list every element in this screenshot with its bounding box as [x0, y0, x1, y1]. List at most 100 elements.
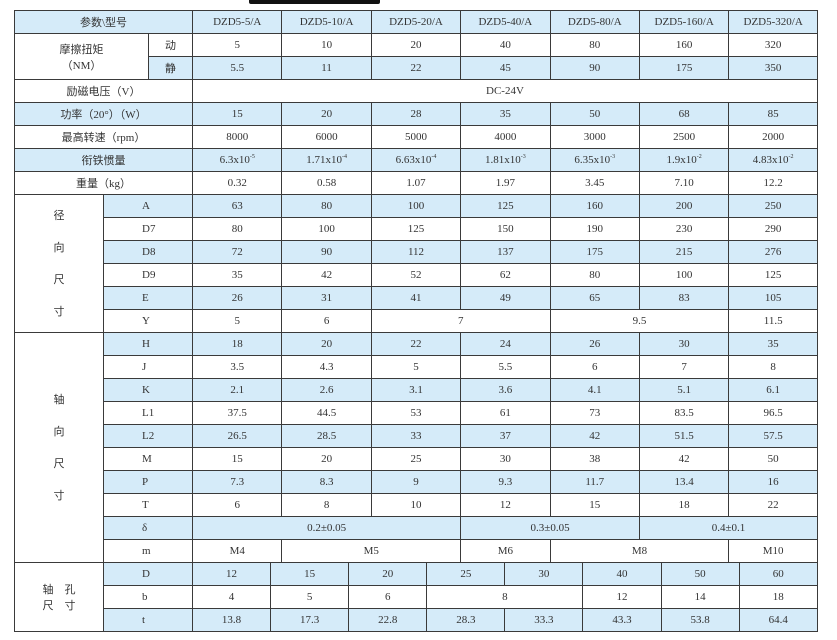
value-cell: 7.10 [638, 171, 730, 195]
value-cell: 50 [549, 102, 640, 126]
spec-table: 参数\型号 DZD5-5/A DZD5-10/A DZD5-20/A DZD5-40/A… [13, 10, 818, 563]
value-cell: 35 [460, 102, 551, 126]
value-cell: 73 [549, 401, 640, 425]
value-cell: 25 [426, 562, 506, 586]
radial-row: Y 5 6 7 9.5 11.5 [15, 309, 818, 333]
value-cell: 13.4 [638, 470, 730, 494]
value-cell: 83 [638, 286, 730, 310]
value-cell: 100 [281, 217, 372, 241]
value-cell: 0.58 [281, 171, 372, 195]
value-cell: 1.9x10-2 [638, 148, 730, 172]
radial-row: 径向尺寸 A 63 80 100 125 160 200 250 [14, 194, 818, 333]
value-cell: 320 [728, 33, 818, 57]
value-cell: 33.3 [504, 608, 584, 632]
value-cell: 26.5 [192, 424, 283, 448]
value-cell: 14 [660, 585, 740, 609]
value-cell: 35 [192, 263, 283, 287]
value-cell: 64.4 [738, 608, 818, 632]
value-cell: 0.32 [192, 171, 283, 195]
friction-dynamic-row: 摩擦扭矩 （NM）动 5 10 20 40 80 160 320 [14, 33, 818, 80]
value-cell: 125 [370, 217, 462, 241]
model-header: DZD5-320/A [728, 10, 818, 34]
value-cell: 105 [728, 286, 818, 310]
value-cell: 18 [738, 585, 818, 609]
value-cell: 12 [191, 562, 272, 586]
model-header: DZD5-160/A [638, 10, 730, 34]
shaft-hole-row: b 4 5 6 8 12 14 18 [15, 585, 818, 609]
value-cell: 7 [638, 355, 730, 379]
value-cell: 4.83x10-2 [728, 148, 818, 172]
value-cell: 0.2±0.05 [192, 516, 462, 540]
value-cell: 0.4±0.1 [638, 516, 818, 540]
value-cell: 290 [728, 217, 818, 241]
value-cell: 125 [728, 263, 818, 287]
axial-row: δ 0.2±0.05 0.3±0.05 0.4±0.1 [15, 516, 818, 540]
value-cell: 12 [582, 585, 662, 609]
value-cell: 22.8 [348, 608, 428, 632]
radial-row: D9 35 42 52 62 80 100 125 [15, 263, 818, 287]
value-cell: 62 [460, 263, 551, 287]
value-cell: 1.97 [460, 171, 551, 195]
axial-row: L2 26.5 28.5 33 37 42 51.5 57.5 [15, 424, 818, 448]
value-cell: 10 [281, 33, 372, 57]
value-cell: 80 [192, 217, 283, 241]
value-cell: 40 [460, 33, 551, 57]
dimension-name: J [102, 355, 194, 379]
voltage-label: 励磁电压（V） [13, 79, 194, 103]
value-cell: 2500 [638, 125, 730, 149]
value-cell: 38 [549, 447, 640, 471]
value-cell: 6.63x10-4 [370, 148, 462, 172]
value-cell: 8 [728, 355, 818, 379]
value-cell: 42 [549, 424, 640, 448]
value-cell: 15 [270, 562, 350, 586]
value-cell: 18 [192, 332, 283, 356]
value-cell: 22 [370, 56, 462, 80]
value-cell: 50 [660, 562, 740, 586]
value-cell: 20 [281, 102, 372, 126]
dimension-name: M [102, 447, 194, 471]
value-cell: 41 [370, 286, 462, 310]
dimension-name: t [103, 608, 193, 632]
value-cell: 22 [728, 493, 818, 517]
value-cell: 40 [582, 562, 662, 586]
axial-row: 轴向尺寸 H 18 20 22 24 26 30 35 [14, 332, 818, 563]
friction-torque-label: 摩擦扭矩 （NM） [14, 33, 149, 80]
value-cell: 83.5 [638, 401, 730, 425]
value-cell: 53 [370, 401, 462, 425]
value-cell: M10 [728, 539, 818, 563]
value-cell: 30 [460, 447, 551, 471]
dimension-name: Y [102, 309, 194, 333]
value-cell: 15 [192, 102, 283, 126]
value-cell: 8 [426, 585, 584, 609]
dimension-name: D7 [102, 217, 194, 241]
value-cell: 5 [192, 33, 283, 57]
inertia-label: 衔铁惯量 [13, 148, 194, 172]
value-cell: 5.1 [638, 378, 730, 402]
value-cell: 160 [638, 33, 730, 57]
value-cell: 6000 [281, 125, 372, 149]
dimension-name: A [102, 194, 194, 218]
dimension-name: m [102, 539, 194, 563]
model-header: DZD5-40/A [460, 10, 551, 34]
inertia-row: 衔铁惯量 6.3x10-5 1.71x10-4 6.63x10-4 1.81x10-3 6… [13, 148, 818, 172]
value-cell: 42 [638, 447, 730, 471]
value-cell: 49 [460, 286, 551, 310]
value-cell: 5.5 [192, 56, 283, 80]
value-cell: 8000 [192, 125, 283, 149]
shaft-hole-row: 轴 孔尺 寸 D 12 15 20 25 30 40 50 60 [14, 562, 818, 632]
radial-row: D8 72 90 112 137 175 215 276 [15, 240, 818, 264]
dimension-name: T [102, 493, 194, 517]
value-cell: 13.8 [191, 608, 272, 632]
value-cell: M8 [549, 539, 730, 563]
value-cell: 20 [348, 562, 428, 586]
dimension-name: L2 [102, 424, 194, 448]
value-cell: 3.6 [460, 378, 551, 402]
title-underline-decoration [249, 0, 380, 4]
value-cell: 125 [460, 194, 551, 218]
value-cell: 190 [549, 217, 640, 241]
value-cell: 9 [370, 470, 462, 494]
axial-row: L1 37.5 44.5 53 61 73 83.5 96.5 [15, 401, 818, 425]
value-cell: 150 [460, 217, 551, 241]
value-cell: 5 [370, 355, 462, 379]
dimension-name: P [102, 470, 194, 494]
